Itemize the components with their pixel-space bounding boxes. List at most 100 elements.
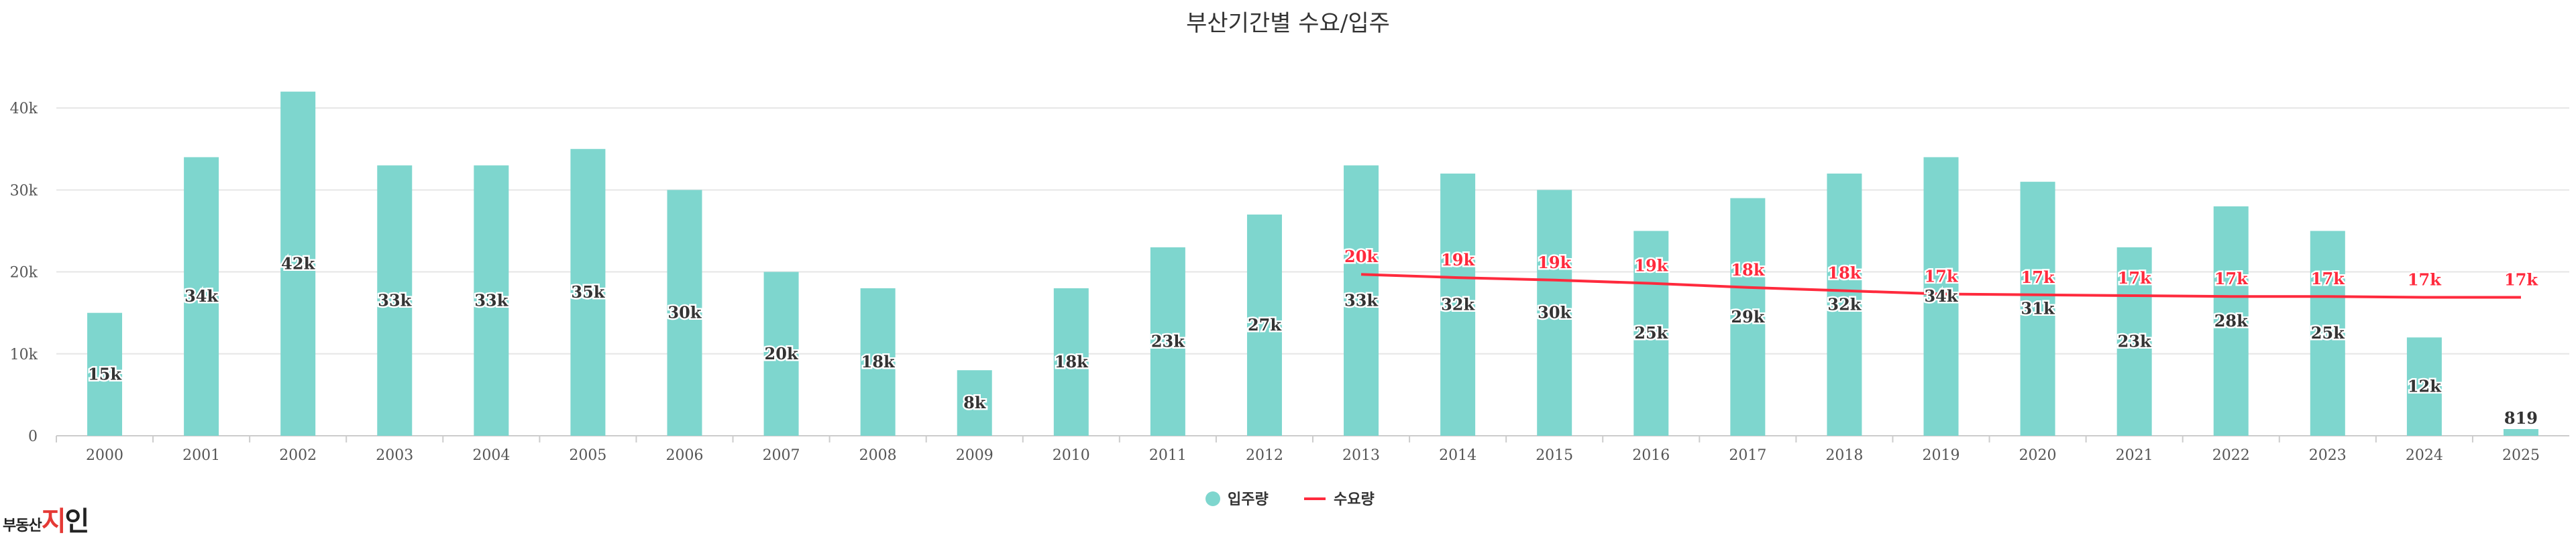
bar-value-label: 35k xyxy=(571,282,605,302)
line-value-label: 17k xyxy=(2311,269,2345,288)
grid-lines xyxy=(56,107,2569,436)
line-value-label: 17k xyxy=(2408,270,2442,289)
legend-item-bar[interactable]: 입주량 xyxy=(1205,491,1269,508)
bar xyxy=(2213,206,2249,436)
bar xyxy=(2406,337,2442,436)
bar xyxy=(1440,173,1476,436)
brand-big-b: 인 xyxy=(64,506,90,537)
bar-value-label: 28k xyxy=(2214,311,2249,331)
line-value-label: 18k xyxy=(1827,263,1862,283)
x-tick-label: 2024 xyxy=(2406,447,2443,464)
brand-logo: 부동산 지인 xyxy=(3,504,90,537)
bar-value-label: 31k xyxy=(2021,299,2055,318)
bar xyxy=(377,165,413,436)
y-tick-label: 0 xyxy=(28,428,38,445)
bar-value-label: 32k xyxy=(1441,294,1475,314)
x-tick-label: 2009 xyxy=(956,447,994,464)
y-tick-label: 20k xyxy=(10,265,38,282)
line-labels: 20k 19k 19k 19k 18k 18k 17k 17k 17k 17k 17k 17k 17k xyxy=(1343,245,2540,291)
bar xyxy=(1053,288,1089,436)
x-tick-label: 2021 xyxy=(2116,447,2153,464)
bar xyxy=(957,370,992,436)
bar xyxy=(1633,231,1669,436)
x-tick-label: 2025 xyxy=(2502,447,2540,464)
bar xyxy=(2310,231,2345,436)
bar-value-label: 8k xyxy=(963,393,987,412)
brand-big-text: 지인 xyxy=(41,506,90,537)
x-tick-label: 2015 xyxy=(1536,447,1573,464)
bar-value-label: 30k xyxy=(1538,303,1572,322)
bar xyxy=(87,312,123,436)
bar-value-label: 33k xyxy=(474,290,508,310)
bar xyxy=(2503,428,2538,436)
bar-value-label: 12k xyxy=(2408,377,2442,396)
x-tick-label: 2000 xyxy=(86,447,123,464)
bar xyxy=(1827,173,1862,436)
x-tick-label: 2003 xyxy=(376,447,413,464)
bar xyxy=(2116,247,2152,436)
bar-value-label: 33k xyxy=(1344,290,1379,310)
x-tick-label: 2005 xyxy=(569,447,606,464)
bar-value-label: 29k xyxy=(1731,307,1765,326)
line-value-label: 17k xyxy=(2021,267,2055,287)
bar xyxy=(763,272,799,436)
bar xyxy=(570,149,606,436)
bar-value-label: 33k xyxy=(378,290,412,310)
x-tick-label: 2001 xyxy=(182,447,220,464)
bar-value-label: 25k xyxy=(2311,323,2345,343)
x-tick-label: 2011 xyxy=(1149,447,1187,464)
bar-value-label: 15k xyxy=(88,364,122,383)
bar-value-label: 32k xyxy=(1827,294,1862,314)
line-value-label: 19k xyxy=(1538,253,1572,272)
bar-value-label: 34k xyxy=(1924,286,1958,306)
y-axis-ticks: 0 10k 20k 30k 40k xyxy=(10,101,38,445)
bar xyxy=(1150,247,1185,436)
line-value-label: 18k xyxy=(1731,260,1765,280)
bar-value-label: 42k xyxy=(281,253,315,273)
bar xyxy=(280,91,316,436)
bar xyxy=(667,190,702,436)
y-tick-label: 40k xyxy=(10,101,38,117)
line-value-label: 20k xyxy=(1344,247,1379,266)
bar xyxy=(184,157,219,436)
bar xyxy=(1730,198,1766,436)
bar-series xyxy=(87,91,2538,436)
bar-value-label: 30k xyxy=(667,303,702,322)
brand-small-text: 부동산 xyxy=(3,518,42,534)
x-tick-label: 2008 xyxy=(859,447,897,464)
x-tick-label: 2007 xyxy=(763,447,800,464)
legend: 입주량 수요량 xyxy=(1205,491,1375,508)
bar xyxy=(474,165,509,436)
x-tick-label: 2019 xyxy=(1923,447,1960,464)
bar xyxy=(1246,215,1282,436)
x-tick-label: 2002 xyxy=(279,447,317,464)
brand-big-a: 지 xyxy=(41,506,66,537)
y-tick-label: 30k xyxy=(10,182,38,199)
x-tick-label: 2004 xyxy=(472,447,510,464)
bar xyxy=(1537,190,1572,436)
bar-value-label: 18k xyxy=(861,352,896,371)
line-value-label: 19k xyxy=(1441,250,1475,270)
line-value-label: 17k xyxy=(2504,270,2538,289)
y-tick-label: 10k xyxy=(10,347,38,363)
line-series xyxy=(1360,273,2521,299)
bar-value-label: 23k xyxy=(1151,331,1185,351)
bar-value-label: 23k xyxy=(2118,331,2152,351)
x-tick-label: 2016 xyxy=(1632,447,1670,464)
bar-value-label: 25k xyxy=(1634,323,1668,343)
line-value-label: 17k xyxy=(1924,267,1958,286)
x-tick-label: 2023 xyxy=(2309,447,2347,464)
legend-item-line[interactable]: 수요량 xyxy=(1304,491,1375,508)
x-tick-label: 2014 xyxy=(1439,447,1477,464)
bar xyxy=(1344,165,1379,436)
line-value-label: 17k xyxy=(2118,268,2152,288)
legend-bar-marker xyxy=(1205,491,1220,506)
bar xyxy=(1923,157,1959,436)
bar xyxy=(860,288,896,436)
x-tick-label: 2006 xyxy=(666,447,704,464)
bar-value-label: 34k xyxy=(184,286,219,306)
bar-value-label: 20k xyxy=(765,344,799,363)
x-tick-label: 2020 xyxy=(2019,447,2057,464)
x-tick-label: 2013 xyxy=(1342,447,1380,464)
x-tick-label: 2022 xyxy=(2212,447,2250,464)
